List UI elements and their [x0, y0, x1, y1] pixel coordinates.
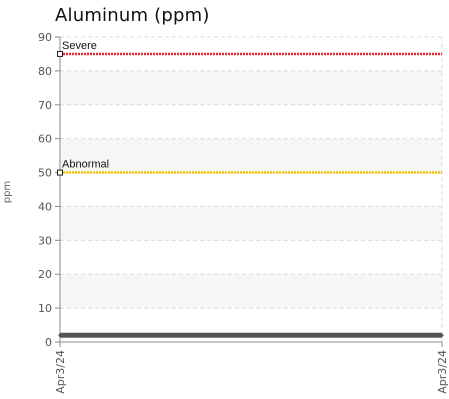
series-point [58, 333, 62, 337]
threshold-label: Abnormal [62, 159, 109, 171]
y-tick-label: 50 [38, 167, 52, 180]
y-tick-label: 10 [38, 302, 52, 315]
chart-title: Aluminum (ppm) [55, 5, 210, 26]
x-tick-label: Apr3/24 [54, 350, 67, 394]
y-tick-label: 80 [38, 65, 52, 78]
data-series [58, 332, 444, 338]
plot-band [60, 274, 442, 309]
y-tick-label: 70 [38, 99, 52, 112]
y-tick-label: 0 [45, 336, 52, 349]
threshold-label: Severe [62, 40, 97, 52]
threshold-marker [57, 50, 63, 57]
threshold-marker [57, 169, 63, 176]
y-tick-label: 30 [38, 234, 52, 247]
threshold-lines: Severe Abnormal [57, 40, 442, 176]
plot-bands [60, 70, 442, 309]
plot-band [60, 70, 442, 105]
y-tick-label: 40 [38, 200, 52, 213]
x-tick-label: Apr3/24 [436, 350, 449, 394]
y-tick-label: 60 [38, 133, 52, 146]
plot-band [60, 138, 442, 173]
series-point [440, 333, 444, 337]
y-axis-label: ppm [2, 181, 13, 203]
y-tick-label: 90 [38, 31, 52, 44]
axes [59, 37, 442, 343]
y-ticks: 0 10 20 30 40 50 60 70 80 90 [38, 31, 60, 349]
x-ticks: Apr3/24 Apr3/24 [54, 342, 449, 394]
y-tick-label: 20 [38, 268, 52, 281]
plot-band [60, 206, 442, 241]
